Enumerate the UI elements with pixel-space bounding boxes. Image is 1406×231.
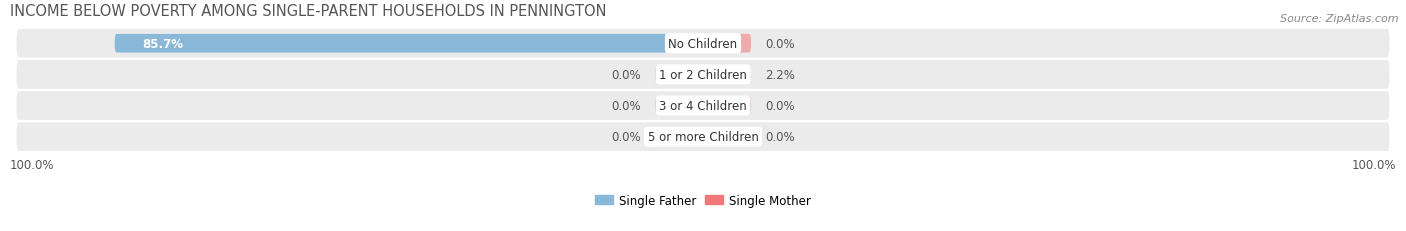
Text: 1 or 2 Children: 1 or 2 Children	[659, 69, 747, 82]
Text: 3 or 4 Children: 3 or 4 Children	[659, 100, 747, 112]
FancyBboxPatch shape	[703, 35, 751, 53]
Text: 0.0%: 0.0%	[612, 69, 641, 82]
Text: INCOME BELOW POVERTY AMONG SINGLE-PARENT HOUSEHOLDS IN PENNINGTON: INCOME BELOW POVERTY AMONG SINGLE-PARENT…	[10, 4, 606, 19]
Text: 0.0%: 0.0%	[765, 100, 794, 112]
Text: 0.0%: 0.0%	[765, 131, 794, 143]
FancyBboxPatch shape	[655, 66, 703, 84]
FancyBboxPatch shape	[703, 66, 718, 84]
Text: 100.0%: 100.0%	[1351, 158, 1396, 171]
FancyBboxPatch shape	[703, 128, 751, 146]
Text: 0.0%: 0.0%	[612, 131, 641, 143]
FancyBboxPatch shape	[17, 30, 1389, 58]
Legend: Single Father, Single Mother: Single Father, Single Mother	[591, 189, 815, 211]
Text: Source: ZipAtlas.com: Source: ZipAtlas.com	[1281, 14, 1399, 24]
Text: 0.0%: 0.0%	[612, 100, 641, 112]
FancyBboxPatch shape	[17, 92, 1389, 120]
Text: 0.0%: 0.0%	[765, 38, 794, 51]
FancyBboxPatch shape	[703, 97, 751, 115]
Text: No Children: No Children	[668, 38, 738, 51]
Text: 5 or more Children: 5 or more Children	[648, 131, 758, 143]
Text: 2.2%: 2.2%	[765, 69, 794, 82]
Text: 100.0%: 100.0%	[10, 158, 55, 171]
FancyBboxPatch shape	[655, 97, 703, 115]
FancyBboxPatch shape	[655, 128, 703, 146]
FancyBboxPatch shape	[17, 123, 1389, 151]
FancyBboxPatch shape	[115, 35, 703, 53]
FancyBboxPatch shape	[17, 61, 1389, 89]
Text: 85.7%: 85.7%	[142, 38, 183, 51]
